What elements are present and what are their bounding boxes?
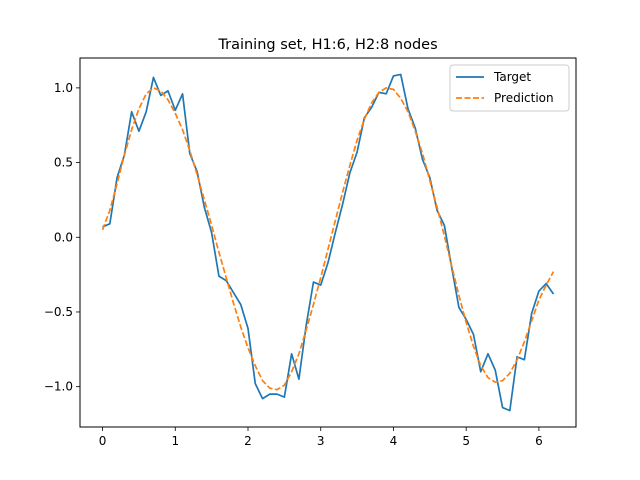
y-tick-label: 1.0 xyxy=(54,81,73,95)
legend: Target Prediction xyxy=(449,64,570,112)
x-tick-label: 3 xyxy=(317,434,325,448)
x-tick-label: 0 xyxy=(99,434,107,448)
series-line-prediction xyxy=(101,87,555,391)
y-tick-label: 0.5 xyxy=(54,156,73,170)
x-tick-label: 2 xyxy=(244,434,252,448)
x-tick-label: 1 xyxy=(171,434,179,448)
y-tick-label: 0.0 xyxy=(54,230,73,244)
y-tick-label: −1.0 xyxy=(44,380,73,394)
x-tick-label: 5 xyxy=(462,434,470,448)
chart-title: Training set, H1:6, H2:8 nodes xyxy=(217,37,437,53)
x-tick-label: 4 xyxy=(390,434,398,448)
series-line-target xyxy=(102,73,555,412)
y-tick-label: −0.5 xyxy=(44,305,73,319)
x-tick-label: 6 xyxy=(535,434,543,448)
series-layer xyxy=(101,73,555,412)
y-axis: −1.0 −0.5 0.0 0.5 1.0 xyxy=(44,81,80,394)
plot-area-frame xyxy=(79,57,577,428)
legend-label-prediction: Prediction xyxy=(494,91,554,105)
x-axis: 0 1 2 3 4 5 6 xyxy=(99,427,543,448)
legend-label-target: Target xyxy=(493,70,531,84)
